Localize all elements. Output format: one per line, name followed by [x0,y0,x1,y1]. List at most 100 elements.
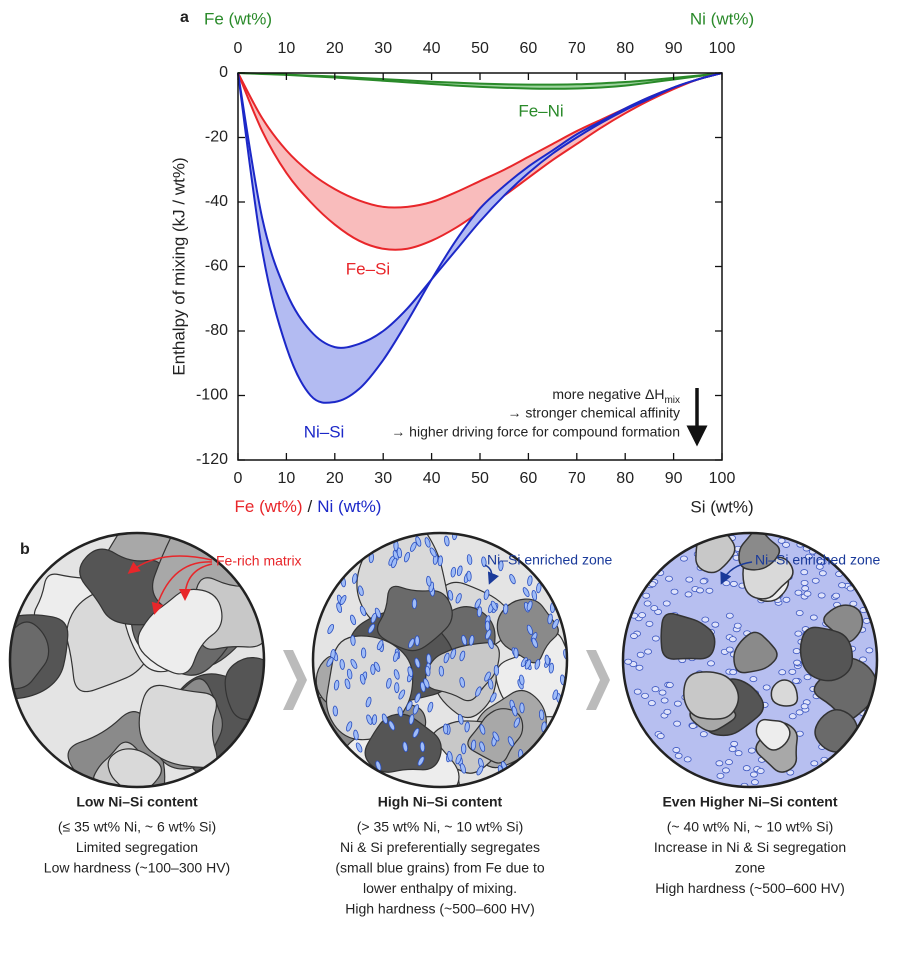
annotation: more negative ΔHmix [552,386,680,406]
ni-si-grain [788,668,797,675]
grain [799,626,854,682]
ni-si-grain [381,713,388,724]
ni-si-grain [438,665,444,677]
ni-si-grain [794,630,803,637]
circle-border [621,531,879,789]
ni-si-grain [729,669,738,676]
ni-si-grain [527,575,533,587]
ni-si-grain [689,722,697,729]
ni-si-grain [511,705,518,717]
ni-si-grain [778,669,787,676]
x-axis-label-part: / [308,497,313,516]
y-tick-label: 0 [219,64,228,81]
ni-si-grain [332,705,338,717]
ni-si-grain [426,653,432,665]
ni-si-grain [476,606,483,618]
ni-si-grain [660,697,669,704]
ni-si-grain [444,535,450,547]
ni-si-grain [534,659,541,670]
ni-si-grain [552,689,559,701]
ni-si-grain [429,547,437,558]
ni-si-grain [673,700,682,707]
ni-si-grain [358,585,364,597]
ni-si-grain [365,696,372,708]
ni-si-grain [801,585,810,592]
x-tick-label-top: 30 [374,40,392,57]
ni-si-grain [492,731,500,742]
ni-si-grain [838,582,846,589]
ni-si-grain [339,659,345,670]
grain [683,671,740,720]
ni-si-grain [468,634,475,646]
ni-si-grain [396,547,403,559]
y-tick-label: -40 [205,193,228,210]
ni-si-grain [685,576,694,583]
ni-si-grain [366,714,373,725]
ni-si-grain [493,665,499,676]
ni-si-grain [350,635,356,646]
ni-si-grain [402,741,408,753]
ni-si-grain [832,592,841,599]
plot-a: 0010102020303040405050606070708080909010… [169,9,754,516]
ni-si-grain [485,629,492,640]
ni-si-grain [410,541,417,552]
x-tick-label: 100 [709,470,736,487]
x-tick-label: 80 [616,470,634,487]
ni-si-grain [782,596,791,603]
ni-si-grain [645,620,654,627]
ni-si-grain [489,692,497,703]
stage-title: Even Higher Ni–Si content [662,794,837,810]
series-label: Fe–Ni [518,101,563,120]
ni-si-grain [359,673,366,685]
ni-si-grain [447,750,453,762]
ni-si-grain [658,689,667,696]
band-fill [238,73,722,250]
ni-si-grain [394,682,400,694]
ni-si-grain [638,612,647,619]
ni-si-grain [552,618,559,629]
ni-si-grain [800,579,809,586]
grain [376,585,453,652]
ni-si-grain [705,587,714,594]
ni-si-grain [531,589,538,601]
y-tick-label: -60 [205,258,228,275]
ni-si-grain [800,569,809,576]
x-axis-label-part: Fe (wt%) [235,497,303,516]
callout: Ni–Si enriched zone [755,552,881,568]
ni-si-grain [803,590,812,597]
ni-si-grain [734,750,743,757]
stage-line: lower enthalpy of mixing. [363,880,517,896]
ni-si-grain [526,600,533,612]
ni-si-grain [673,720,682,727]
ni-si-grain [795,709,804,716]
annotation: → stronger chemical affinity [508,405,680,421]
ni-si-grain [461,634,468,646]
annotation-subscript: mix [664,395,680,406]
stage-line: Increase in Ni & Si segregation [654,839,846,855]
x-tick-label-top: 80 [616,40,634,57]
ni-si-grain [479,724,486,735]
ni-si-grain [350,658,358,669]
x-tick-label-top: 100 [709,40,736,57]
ni-si-grain [443,652,450,664]
ni-si-grain [487,638,494,649]
ni-si-grain [756,768,765,775]
ni-si-grain [475,686,482,697]
ni-si-grain [794,589,803,596]
x-tick-label: 60 [520,470,538,487]
ni-si-grain [509,574,516,585]
panel-label: b [20,541,30,558]
ni-si-grain [519,702,525,714]
ni-si-grain [333,679,340,691]
stage-line: (small blue grains) from Fe due to [335,860,545,876]
ni-si-grain [680,555,688,562]
grain [660,612,716,660]
chevron [283,650,307,710]
ni-si-grain [636,651,645,658]
ni-si-grain [375,760,382,771]
ni-si-grain [498,560,504,572]
grain [10,621,50,690]
ni-si-grain [817,592,826,599]
ni-si-grain [398,689,406,700]
ni-si-grain [359,605,367,617]
